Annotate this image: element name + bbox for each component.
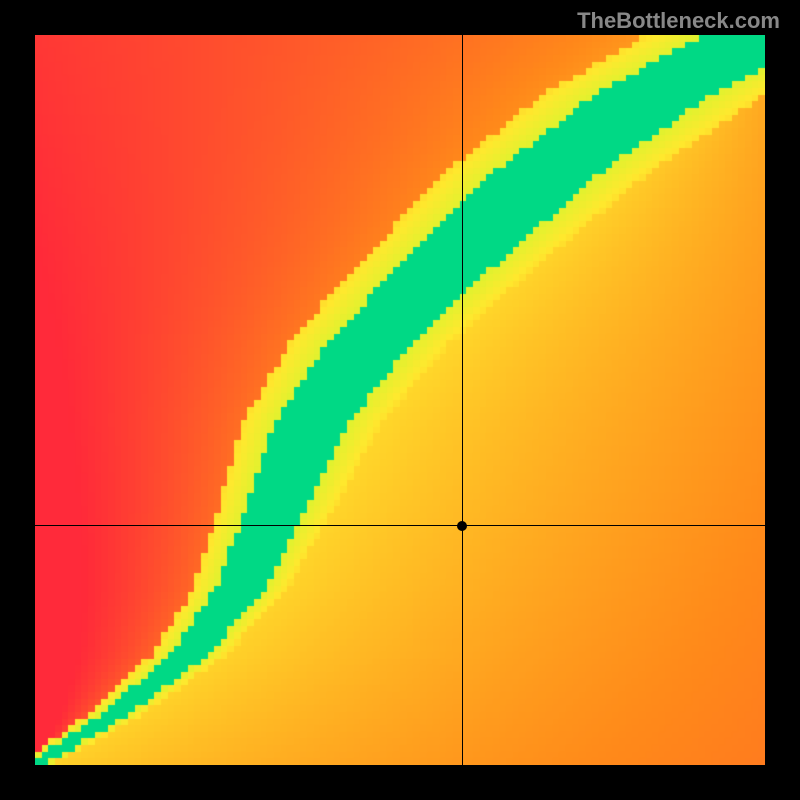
- crosshair-vertical: [462, 35, 463, 765]
- heatmap-canvas: [35, 35, 765, 765]
- crosshair-marker: [457, 521, 467, 531]
- watermark-text: TheBottleneck.com: [577, 8, 780, 34]
- plot-area: [35, 35, 765, 765]
- crosshair-horizontal: [35, 525, 765, 526]
